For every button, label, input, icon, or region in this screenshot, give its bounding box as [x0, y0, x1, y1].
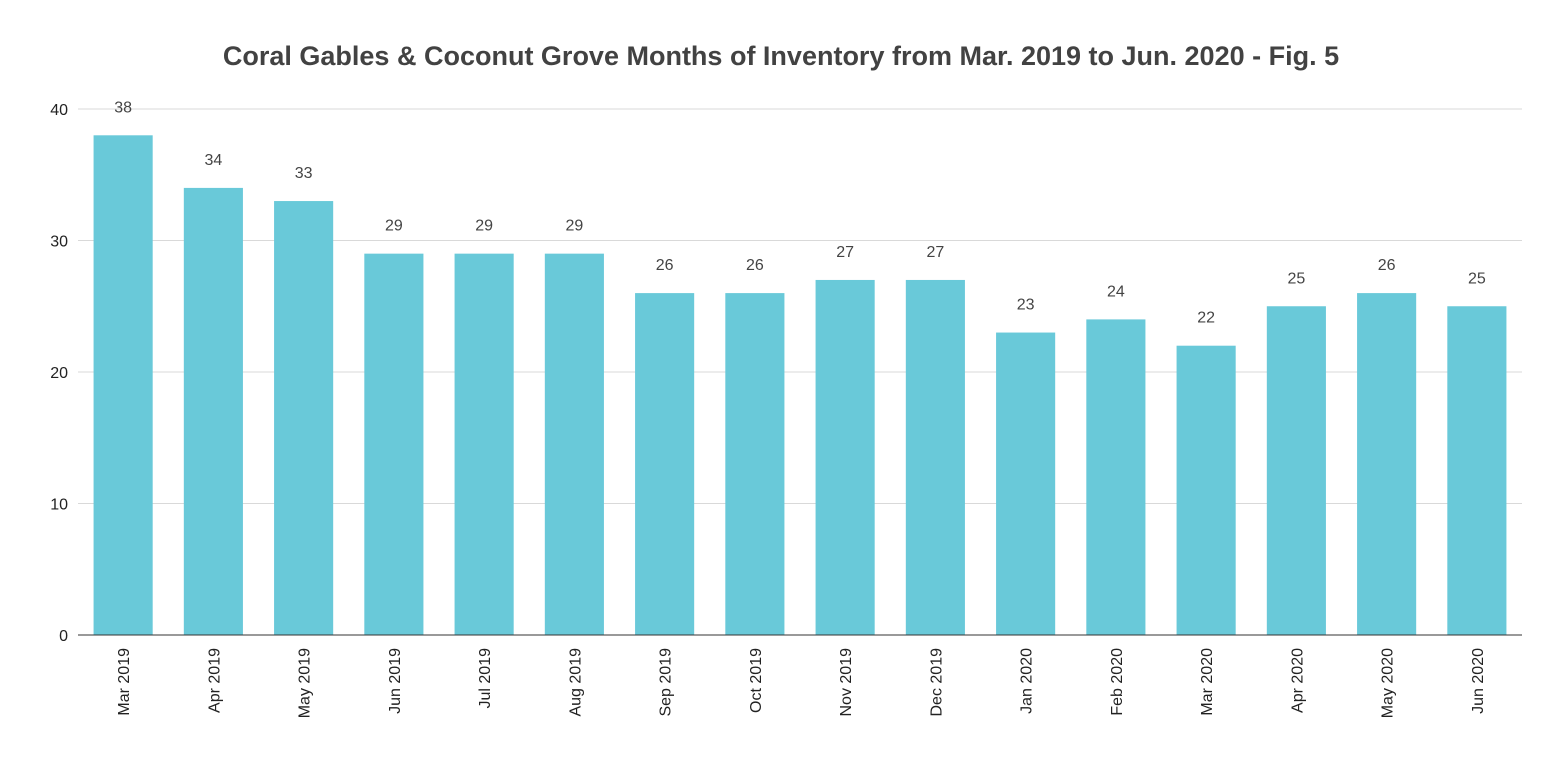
x-axis-ticks: Mar 2019 Apr 2019 May 2019 Jun 2019 Jul 2019… [116, 648, 1487, 718]
data-label: 24 [1107, 283, 1125, 300]
data-label: 26 [746, 257, 764, 274]
data-label: 25 [1287, 270, 1305, 287]
x-tick-label: Mar 2019 [116, 648, 133, 716]
x-tick-label: Jun 2020 [1470, 648, 1487, 714]
data-label: 26 [656, 257, 674, 274]
data-label: 27 [926, 244, 944, 261]
x-tick-label: Oct 2019 [748, 648, 765, 713]
bar [544, 253, 604, 635]
bar [996, 332, 1056, 635]
bar [1176, 345, 1236, 635]
data-label: 34 [204, 152, 222, 169]
y-tick-label: 40 [50, 102, 68, 119]
data-label: 23 [1017, 297, 1035, 314]
data-labels: 38 34 33 29 29 29 26 26 27 27 23 24 22 25 26 25 [114, 99, 1486, 326]
bar [1357, 293, 1417, 635]
y-tick-label: 30 [50, 234, 68, 251]
data-label: 38 [114, 99, 132, 116]
data-label: 22 [1197, 310, 1215, 327]
bar [725, 293, 785, 635]
bar [905, 279, 965, 635]
data-label: 26 [1378, 257, 1396, 274]
data-label: 33 [295, 165, 313, 182]
chart-title: Coral Gables & Coconut Grove Months of I… [223, 41, 1339, 71]
x-tick-label: Jun 2019 [387, 648, 404, 714]
bar [1086, 319, 1146, 635]
data-label: 29 [475, 218, 493, 235]
x-tick-label: Apr 2020 [1289, 648, 1306, 713]
data-label: 25 [1468, 270, 1486, 287]
data-label: 29 [385, 218, 403, 235]
bar [815, 279, 875, 635]
x-tick-label: Jan 2020 [1019, 648, 1036, 714]
x-tick-label: Mar 2020 [1199, 648, 1216, 716]
bar [364, 253, 424, 635]
bar [454, 253, 514, 635]
x-tick-label: Sep 2019 [658, 648, 675, 717]
data-label: 27 [836, 244, 854, 261]
x-tick-label: Nov 2019 [838, 648, 855, 717]
y-tick-label: 20 [50, 365, 68, 382]
x-tick-label: May 2020 [1380, 648, 1397, 718]
bars [93, 135, 1507, 636]
bar [1447, 306, 1507, 635]
bar [274, 201, 334, 636]
x-tick-label: Feb 2020 [1109, 648, 1126, 716]
bar [183, 187, 243, 635]
x-tick-label: Dec 2019 [928, 648, 945, 717]
bar [635, 293, 695, 635]
x-tick-label: Apr 2019 [206, 648, 223, 713]
x-tick-label: May 2019 [297, 648, 314, 718]
y-axis-ticks: 0 10 20 30 40 [50, 102, 68, 645]
y-tick-label: 10 [50, 497, 68, 514]
data-label: 29 [565, 218, 583, 235]
x-tick-label: Aug 2019 [567, 648, 584, 717]
bar [1266, 306, 1326, 635]
y-tick-label: 0 [59, 628, 68, 645]
bar [93, 135, 153, 636]
x-tick-label: Jul 2019 [477, 648, 494, 709]
